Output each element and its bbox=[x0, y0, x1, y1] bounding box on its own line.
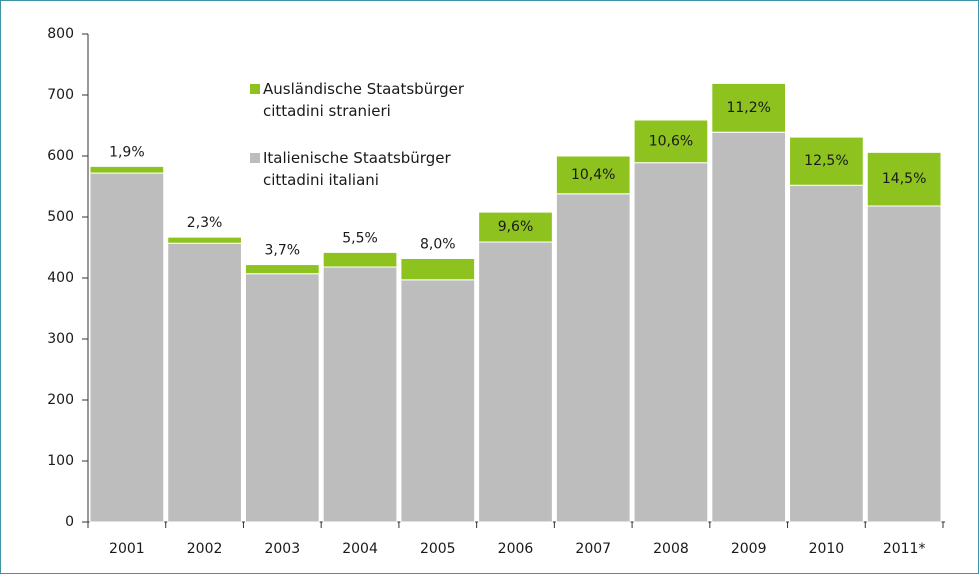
bar-segment bbox=[789, 136, 864, 186]
bar-segment bbox=[866, 205, 942, 523]
bar-segment bbox=[167, 242, 242, 523]
bar-segment bbox=[633, 119, 709, 164]
percent-label: 2,3% bbox=[187, 215, 223, 231]
y-tick-label: 100 bbox=[47, 453, 74, 469]
bar-segment bbox=[866, 151, 942, 207]
x-tick-label: 2005 bbox=[420, 541, 456, 557]
percent-label: 5,5% bbox=[342, 230, 378, 246]
x-tick-label: 2002 bbox=[187, 541, 223, 557]
bar-segment bbox=[555, 193, 631, 523]
bar-segment bbox=[89, 165, 165, 174]
y-tick-label: 400 bbox=[47, 270, 74, 286]
y-tick-label: 300 bbox=[47, 331, 74, 347]
percent-label: 12,5% bbox=[804, 153, 848, 169]
y-tick-label: 800 bbox=[47, 26, 74, 42]
x-tick-label: 2007 bbox=[575, 541, 611, 557]
bar-segment bbox=[789, 184, 864, 523]
percent-label: 1,9% bbox=[109, 144, 145, 160]
y-tick-label: 500 bbox=[47, 209, 74, 225]
bar-segment bbox=[244, 264, 320, 275]
y-tick-label: 700 bbox=[47, 87, 74, 103]
bar-segment bbox=[322, 251, 398, 268]
bar-segment bbox=[244, 273, 320, 523]
bar-segment bbox=[711, 131, 787, 523]
percent-label: 9,6% bbox=[498, 219, 534, 235]
percent-label: 3,7% bbox=[265, 243, 301, 259]
y-tick-label: 200 bbox=[47, 392, 74, 408]
percent-label: 10,6% bbox=[649, 133, 693, 149]
bar-segment bbox=[711, 82, 787, 133]
bar-segment bbox=[167, 236, 242, 244]
x-tick-label: 2001 bbox=[109, 541, 145, 557]
x-tick-label: 2008 bbox=[653, 541, 689, 557]
x-tick-label: 2009 bbox=[731, 541, 767, 557]
percent-label: 8,0% bbox=[420, 236, 456, 252]
bar-segment bbox=[478, 241, 553, 523]
bar-segment bbox=[322, 266, 398, 523]
y-tick-label: 600 bbox=[47, 148, 74, 164]
legend-swatch bbox=[250, 153, 260, 163]
bar-segment bbox=[400, 279, 476, 523]
x-tick-label: 2010 bbox=[809, 541, 845, 557]
x-tick-label: 2011* bbox=[883, 541, 926, 557]
bar-segment bbox=[89, 172, 165, 523]
legend-label: Italienische Staatsbürger cittadini ital… bbox=[263, 149, 451, 189]
x-tick-label: 2003 bbox=[264, 541, 300, 557]
y-tick-label: 0 bbox=[65, 514, 74, 530]
legend-label: Ausländische Staatsbürger cittadini stra… bbox=[263, 80, 465, 120]
bar-segment bbox=[400, 257, 476, 281]
x-tick-label: 2004 bbox=[342, 541, 378, 557]
legend-swatch bbox=[250, 84, 260, 94]
bar-segment bbox=[555, 155, 631, 195]
x-tick-label: 2006 bbox=[498, 541, 534, 557]
percent-label: 10,4% bbox=[571, 167, 615, 183]
percent-label: 14,5% bbox=[882, 171, 926, 187]
bar-segment bbox=[633, 162, 709, 523]
bar-segment bbox=[478, 211, 553, 243]
percent-label: 11,2% bbox=[726, 100, 770, 116]
